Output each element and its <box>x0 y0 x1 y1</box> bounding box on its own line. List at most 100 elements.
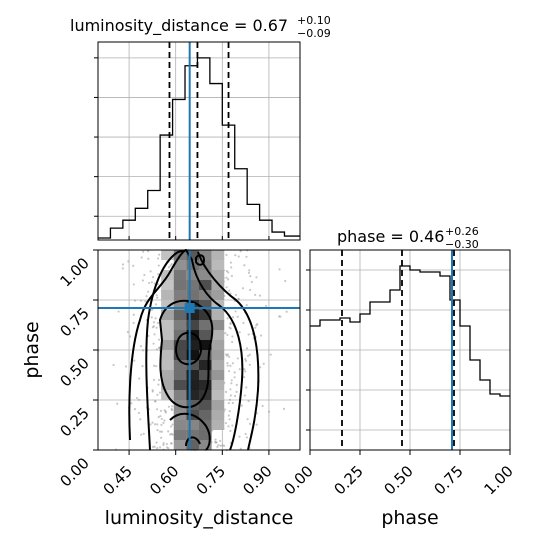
sample-point <box>149 270 152 273</box>
density-cell <box>199 250 212 260</box>
sample-point <box>244 432 247 436</box>
sample-point <box>240 404 243 407</box>
sample-point <box>282 407 286 411</box>
sample-point <box>158 253 161 256</box>
density-cell <box>161 320 174 330</box>
density-cell <box>199 330 212 340</box>
density-cell <box>173 290 187 300</box>
sample-point <box>153 333 156 336</box>
truth-marker <box>184 303 195 313</box>
sample-point <box>156 296 159 299</box>
sample-point <box>167 405 170 408</box>
density-cell <box>173 430 187 440</box>
sample-point <box>140 433 143 436</box>
sample-point <box>243 368 246 371</box>
sample-point <box>137 398 141 401</box>
sample-point <box>229 429 232 433</box>
sample-point <box>169 425 173 428</box>
sample-point <box>151 445 155 448</box>
sample-point <box>229 322 232 326</box>
sample-point <box>269 353 272 356</box>
sample-point <box>159 409 163 412</box>
sample-point <box>153 423 157 426</box>
density-cell <box>199 350 212 360</box>
sample-point <box>235 383 238 386</box>
sample-point <box>158 391 162 394</box>
density-cell <box>199 430 212 440</box>
sample-point <box>228 326 231 329</box>
density-cell <box>211 410 225 420</box>
x-tick-label: 0.00 <box>280 462 316 498</box>
sample-point <box>154 317 157 320</box>
sample-point <box>171 423 174 426</box>
sample-point <box>163 419 166 422</box>
density-cell <box>186 440 199 450</box>
sample-point <box>214 438 217 441</box>
density-cell <box>199 340 212 350</box>
y-tick-label: 0.00 <box>56 454 92 490</box>
sample-point <box>155 294 158 297</box>
density-cell <box>186 280 199 290</box>
density-cell <box>173 260 187 270</box>
sample-point <box>238 331 241 334</box>
sample-point <box>245 304 248 307</box>
truth-crosshair <box>98 250 300 450</box>
joint-density-panel: 0.45 0.60 0.75 0.90 0.00 0.25 0.50 0.75 1.00 lu… <box>21 248 301 529</box>
x-ticks: 0.00 0.25 0.50 0.75 1.00 <box>280 450 517 498</box>
sample-point <box>224 390 228 393</box>
sample-point <box>135 396 139 400</box>
title-subscript: −0.30 <box>445 238 479 251</box>
density-cell <box>161 370 174 380</box>
sample-point <box>225 286 228 289</box>
sample-point <box>121 263 125 266</box>
sample-point <box>155 365 158 368</box>
sample-point <box>231 401 234 405</box>
density-cell <box>161 330 174 340</box>
sample-point <box>139 345 143 348</box>
sample-point <box>158 347 161 350</box>
sample-point <box>151 421 154 424</box>
sample-point <box>141 364 144 368</box>
sample-point <box>237 297 240 301</box>
density-cell <box>199 300 212 310</box>
sample-point <box>234 310 237 313</box>
density-cell <box>173 280 187 290</box>
density-cell <box>173 270 187 280</box>
sample-point <box>165 442 168 446</box>
sample-point <box>225 353 228 356</box>
sample-point <box>159 415 162 418</box>
sample-point <box>155 348 158 351</box>
sample-point <box>112 363 115 367</box>
density-cell <box>211 370 225 380</box>
density-cell <box>199 280 212 290</box>
title-superscript: +0.26 <box>445 225 479 238</box>
sample-point <box>230 379 233 382</box>
sample-point <box>233 376 236 379</box>
luminosity-distance-histogram-panel: luminosity_distance = 0.67 +0.10 −0.09 <box>70 14 331 241</box>
sample-point <box>156 321 160 325</box>
density-cell <box>186 310 199 320</box>
contours <box>128 248 260 451</box>
sample-point <box>155 441 158 444</box>
sample-point <box>140 256 143 259</box>
sample-point <box>258 294 262 297</box>
sample-point <box>245 255 248 258</box>
sample-point <box>248 363 251 366</box>
sample-point <box>227 425 230 428</box>
sample-point <box>129 335 132 338</box>
density-cell <box>161 310 174 320</box>
sample-point <box>170 262 173 266</box>
sample-point <box>250 280 253 284</box>
sample-point <box>261 404 264 408</box>
sample-point <box>231 424 234 427</box>
density-cell <box>173 360 187 370</box>
sample-point <box>226 333 229 337</box>
quantile-lines <box>168 42 230 240</box>
phase-histogram-panel: 0.00 0.25 0.50 0.75 1.00 phase = 0.46 +0.26 … <box>280 225 516 529</box>
sample-point <box>254 326 257 329</box>
sample-point <box>228 398 232 401</box>
sample-point <box>156 257 160 260</box>
sample-point <box>278 315 281 318</box>
sample-point <box>226 364 229 367</box>
